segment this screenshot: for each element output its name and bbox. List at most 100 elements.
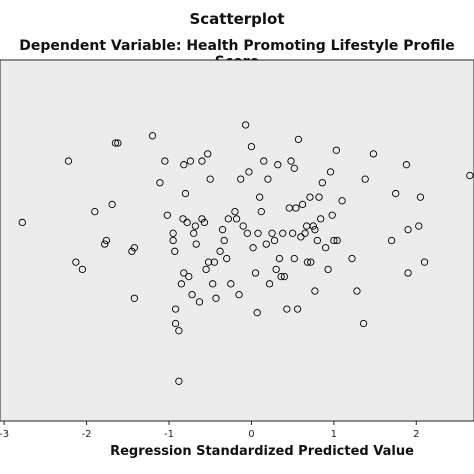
data-point bbox=[260, 157, 268, 165]
data-point bbox=[210, 258, 218, 266]
data-point bbox=[313, 236, 322, 245]
data-point bbox=[101, 240, 109, 248]
data-point bbox=[171, 319, 180, 328]
x-axis-ticks: -3 -2 -1 0 1 2 bbox=[0, 421, 419, 440]
data-point bbox=[254, 229, 262, 237]
data-point bbox=[198, 157, 206, 165]
data-point bbox=[332, 146, 340, 154]
data-point bbox=[163, 211, 171, 219]
data-point bbox=[404, 269, 412, 277]
data-point bbox=[262, 240, 270, 248]
data-point bbox=[253, 309, 261, 317]
data-point bbox=[218, 226, 227, 234]
data-point bbox=[188, 290, 196, 299]
data-point bbox=[183, 218, 191, 227]
data-point bbox=[338, 197, 346, 205]
data-point bbox=[111, 139, 120, 147]
data-point bbox=[171, 247, 179, 255]
x-tick-label: 1 bbox=[331, 429, 337, 440]
data-point bbox=[288, 229, 297, 237]
data-point bbox=[387, 236, 396, 245]
data-point bbox=[348, 254, 356, 263]
data-point bbox=[175, 327, 183, 335]
data-point bbox=[256, 193, 264, 201]
data-point bbox=[195, 298, 204, 306]
data-point bbox=[102, 236, 110, 245]
data-point bbox=[175, 377, 183, 385]
data-point bbox=[237, 175, 245, 183]
data-point bbox=[318, 179, 326, 187]
data-point bbox=[294, 135, 303, 144]
data-point bbox=[307, 258, 315, 266]
data-point bbox=[251, 269, 260, 277]
data-point bbox=[161, 157, 169, 165]
x-tick-label: 0 bbox=[248, 429, 254, 440]
data-point bbox=[301, 229, 309, 237]
data-point bbox=[361, 175, 369, 183]
plot-area bbox=[0, 59, 474, 422]
data-point bbox=[270, 236, 279, 245]
data-point bbox=[247, 142, 256, 151]
data-point bbox=[315, 193, 323, 201]
data-point bbox=[128, 247, 136, 255]
data-point bbox=[420, 258, 429, 266]
data-point bbox=[114, 139, 122, 147]
data-point bbox=[249, 244, 257, 252]
data-point bbox=[415, 222, 423, 230]
data-point bbox=[181, 189, 190, 198]
data-point bbox=[224, 215, 232, 223]
data-point bbox=[283, 305, 291, 313]
data-point bbox=[148, 132, 157, 140]
data-point bbox=[200, 218, 209, 227]
data-point bbox=[72, 258, 80, 266]
data-point bbox=[180, 269, 188, 277]
data-point bbox=[306, 193, 314, 201]
data-point bbox=[156, 179, 164, 187]
data-point bbox=[333, 236, 341, 245]
data-point bbox=[290, 254, 298, 263]
data-point bbox=[353, 287, 361, 295]
data-point bbox=[290, 164, 298, 172]
data-point bbox=[130, 294, 139, 302]
data-point bbox=[209, 280, 217, 288]
data-point bbox=[280, 272, 289, 281]
data-point bbox=[220, 236, 228, 245]
data-point bbox=[212, 294, 220, 302]
data-point bbox=[275, 254, 284, 263]
data-point bbox=[235, 290, 243, 299]
data-point bbox=[330, 236, 338, 245]
data-point bbox=[268, 229, 276, 237]
data-point bbox=[303, 258, 312, 266]
data-point bbox=[169, 236, 177, 245]
data-point bbox=[317, 215, 325, 223]
data-point bbox=[239, 222, 247, 230]
data-point bbox=[279, 229, 287, 237]
data-point bbox=[179, 215, 187, 223]
data-point bbox=[186, 157, 195, 165]
data-point bbox=[185, 272, 193, 281]
data-point bbox=[369, 150, 378, 158]
data-point bbox=[274, 161, 282, 169]
x-tick-label: -2 bbox=[82, 429, 92, 440]
chart-title: Scatterplot bbox=[189, 10, 285, 28]
data-point bbox=[206, 175, 214, 183]
data-point bbox=[216, 247, 224, 255]
data-point bbox=[297, 233, 305, 241]
x-axis-label: Regression Standardized Predicted Value bbox=[110, 444, 414, 459]
data-point bbox=[277, 272, 285, 281]
x-tick-label: -1 bbox=[164, 429, 174, 440]
data-point bbox=[190, 229, 198, 237]
data-point bbox=[328, 211, 336, 219]
data-point bbox=[272, 265, 280, 274]
data-point bbox=[130, 244, 139, 252]
data-point bbox=[287, 157, 295, 165]
data-points bbox=[18, 121, 474, 385]
data-point bbox=[78, 265, 87, 274]
data-point bbox=[108, 200, 116, 209]
x-tick-label: -3 bbox=[0, 429, 9, 440]
data-point bbox=[293, 305, 302, 313]
data-point bbox=[204, 258, 213, 266]
data-point bbox=[466, 171, 474, 180]
data-point bbox=[171, 305, 180, 313]
